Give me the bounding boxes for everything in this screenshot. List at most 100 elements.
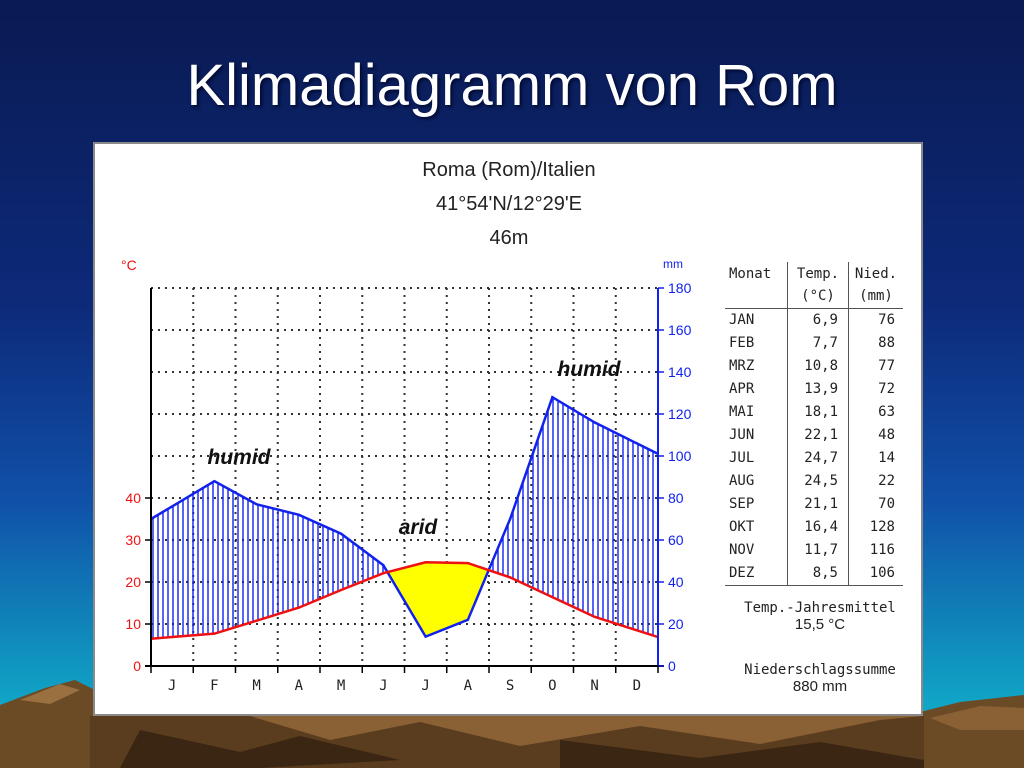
cell-precip: 48 <box>878 427 895 443</box>
header-temp-line2: (°C) <box>801 288 835 304</box>
cell-precip: 22 <box>878 473 895 489</box>
cell-month: MAI <box>725 401 788 424</box>
cell-temp: 13,9 <box>787 378 849 401</box>
cell-precip: 106 <box>848 562 903 586</box>
temperature-point <box>213 632 216 635</box>
temperature-point <box>508 576 512 579</box>
annual-mean-temp: Temp.-Jahresmittel 15,5 °C <box>725 600 915 633</box>
temperature-line <box>150 561 659 640</box>
cell-month: JAN <box>725 308 788 332</box>
right-axis-tick-label: 20 <box>668 616 684 632</box>
left-axis-tick-label: 10 <box>125 616 141 632</box>
cell-temp: 21,1 <box>787 493 849 516</box>
table-row: OKT 16,4 128 <box>725 516 903 539</box>
right-axis-tick-label: 160 <box>668 322 692 338</box>
header-temp-line1: Temp. <box>796 266 840 282</box>
cell-precip: 128 <box>869 519 895 535</box>
precipitation-point <box>339 532 343 535</box>
annual-mean-temp-label: Temp.-Jahresmittel <box>744 600 896 616</box>
cell-temp: 10,8 <box>787 355 849 378</box>
annual-precip-sum: Niederschlagssumme 880 mm <box>725 662 915 695</box>
x-axis-tick-label: D <box>633 678 641 694</box>
table-row: JAN 6,9 76 <box>725 308 903 332</box>
climate-diagram-panel: Roma (Rom)/Italien 41°54'N/12°29'E 46m °… <box>93 142 923 716</box>
table-row: APR 13,9 72 <box>725 378 903 401</box>
precipitation-point <box>635 442 639 445</box>
left-axis-tick-label: 0 <box>133 658 141 674</box>
table-row: SEP 21,1 70 <box>725 493 903 516</box>
table-row: AUG 24,5 22 <box>725 470 903 493</box>
chart-title: Roma (Rom)/Italien <box>422 159 595 181</box>
x-axis-tick-label: N <box>590 678 598 694</box>
temperature-point <box>170 635 174 639</box>
table-header-row: Monat Temp. (°C) Nied. (mm) <box>725 262 903 309</box>
chart-coordinates: 41°54'N/12°29'E <box>436 193 582 215</box>
x-axis-tick-label: J <box>379 678 387 694</box>
annual-mean-temp-value: 15,5 °C <box>794 616 846 633</box>
cell-precip: 116 <box>869 542 895 558</box>
right-axis-tick-label: 40 <box>668 574 684 590</box>
cell-temp: 11,7 <box>787 539 849 562</box>
left-axis-tick-label: 20 <box>125 574 141 590</box>
x-axis-tick-label: A <box>464 678 473 694</box>
right-axis-tick-label: 120 <box>668 406 692 422</box>
climate-annotation-humid: humid <box>208 446 272 469</box>
cell-month: DEZ <box>725 562 788 586</box>
x-axis-tick-label: S <box>506 678 514 694</box>
precipitation-point <box>255 503 258 506</box>
cell-precip: 88 <box>878 335 895 351</box>
x-axis-tick-label: M <box>252 678 260 694</box>
cell-precip: 72 <box>878 381 895 397</box>
temperature-point <box>255 619 258 622</box>
left-axis-tick-label: 40 <box>125 490 141 506</box>
table-row: JUN 22,1 48 <box>725 424 903 447</box>
right-axis-unit: mm <box>663 257 683 271</box>
cell-month: FEB <box>725 332 788 355</box>
cell-precip: 77 <box>878 358 895 374</box>
cell-precip: 76 <box>878 312 895 328</box>
cell-month: OKT <box>725 516 788 539</box>
precipitation-point <box>593 421 596 424</box>
precipitation-point <box>424 635 427 638</box>
header-precip-line1: Nied. <box>854 266 898 282</box>
climate-chart: Roma (Rom)/Italien 41°54'N/12°29'E 46m °… <box>121 159 692 694</box>
header-temp: Temp. (°C) <box>787 262 849 309</box>
temperature-point <box>466 561 470 565</box>
precipitation-point <box>466 618 470 621</box>
climate-data-table: Monat Temp. (°C) Nied. (mm) JAN 6,9 76 FEB 7,7… <box>725 262 903 586</box>
precipitation-point <box>170 505 174 508</box>
cell-precip: 70 <box>878 496 895 512</box>
cell-temp: 16,4 <box>787 516 849 539</box>
left-axis-unit: °C <box>121 257 137 273</box>
cell-temp: 6,9 <box>787 308 849 332</box>
right-axis-tick-label: 60 <box>668 532 684 548</box>
temperature-point <box>593 615 596 619</box>
climate-annotation-arid: arid <box>399 516 439 539</box>
table-row: DEZ 8,5 106 <box>725 562 903 586</box>
temperature-point <box>635 629 639 632</box>
x-axis-tick-label: F <box>210 678 218 694</box>
right-axis-tick-label: 100 <box>668 448 692 464</box>
annual-precip-sum-value: 880 mm <box>792 678 848 695</box>
header-precip: Nied. (mm) <box>849 262 904 309</box>
cell-temp: 24,5 <box>787 470 849 493</box>
cell-month: JUN <box>725 424 788 447</box>
temperature-point <box>339 588 343 592</box>
right-axis-tick-label: 140 <box>668 364 692 380</box>
precipitation-line <box>150 395 659 639</box>
x-axis-tick-label: J <box>168 678 176 694</box>
table-row: MAI 18,1 63 <box>725 401 903 424</box>
right-axis-tick-label: 80 <box>668 490 684 506</box>
cell-month: SEP <box>725 493 788 516</box>
x-axis-tick-label: J <box>421 678 429 694</box>
chart-elevation: 46m <box>490 227 529 249</box>
cell-month: MRZ <box>725 355 788 378</box>
temperature-point <box>551 595 554 599</box>
cell-month: APR <box>725 378 788 401</box>
cell-month: NOV <box>725 539 788 562</box>
climate-annotation-humid: humid <box>558 358 622 381</box>
cell-precip: 63 <box>878 404 895 420</box>
x-axis-tick-label: A <box>295 678 304 694</box>
right-axis-tick-label: 180 <box>668 280 692 296</box>
